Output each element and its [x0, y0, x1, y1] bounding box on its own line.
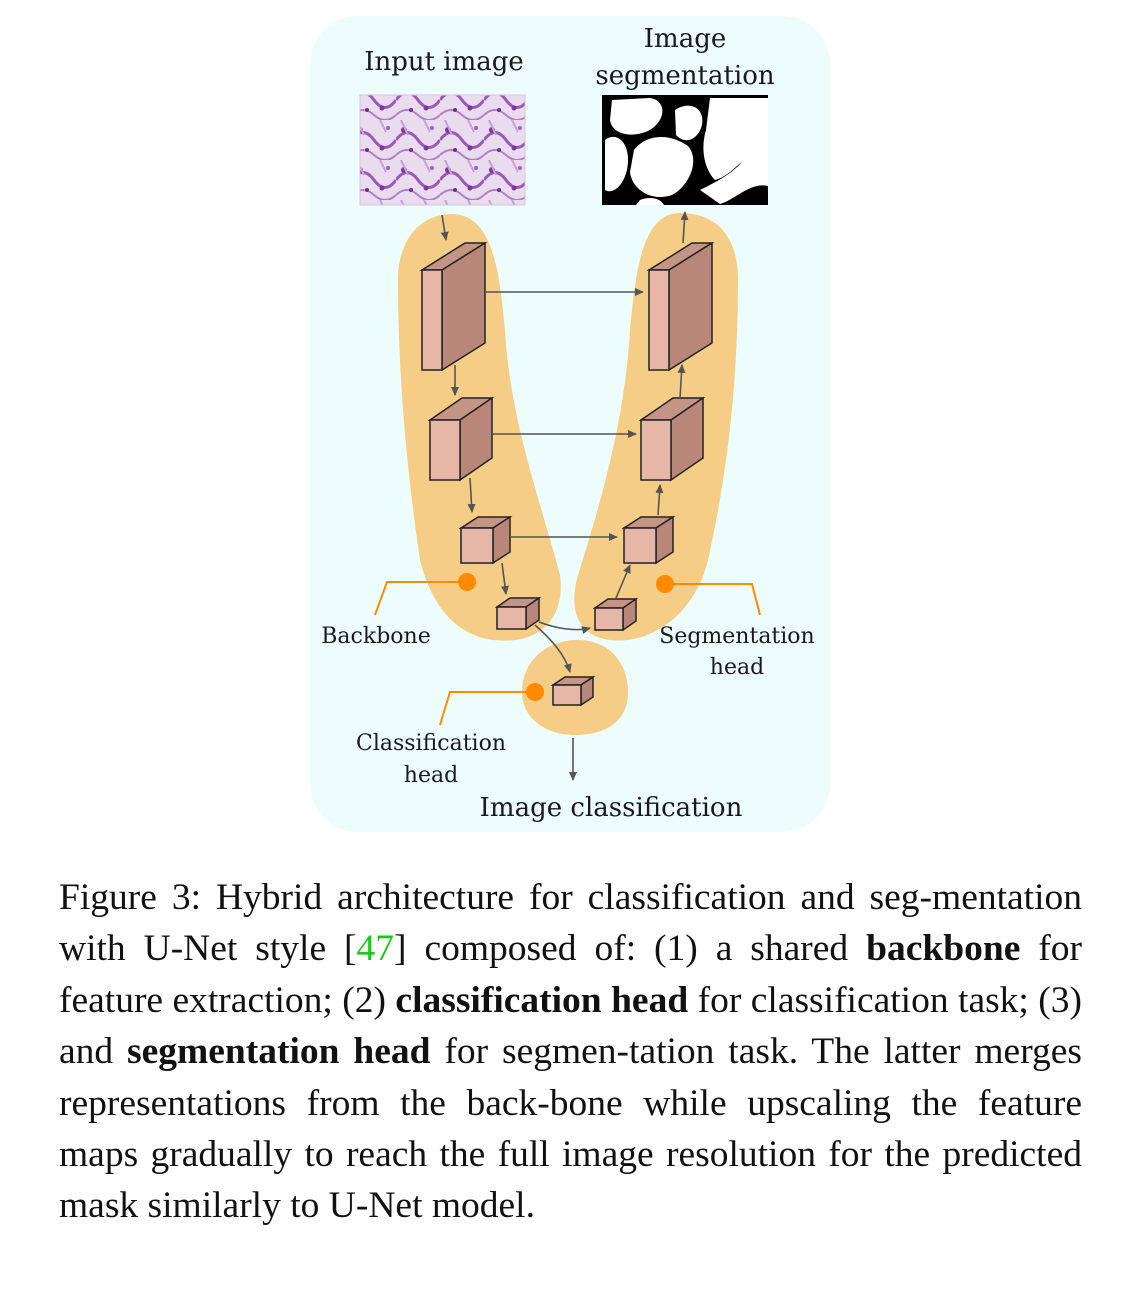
- backbone-block-4: [494, 596, 542, 631]
- citation-link[interactable]: 47: [356, 928, 395, 970]
- caption-text-4: for classification task; (3) and: [59, 979, 1082, 1073]
- segmentation-head-label-line1: Segmentation: [659, 624, 814, 649]
- caption-text-1: Hybrid architecture for classification a…: [59, 877, 1082, 970]
- segmentation-block-4: [592, 597, 639, 632]
- classification-head-label-line2: head: [404, 763, 458, 788]
- architecture-figure: Input image Image segmentation Backbone …: [310, 16, 830, 832]
- caption-bold-classification-head: classification head: [395, 979, 689, 1021]
- flow-arrows: [440, 211, 689, 781]
- segmentation-block-3: [621, 515, 676, 565]
- classification-block: [550, 675, 596, 707]
- caption-prefix: Figure 3:: [59, 877, 202, 918]
- classification-head-label-line1: Classification: [356, 731, 506, 756]
- input-image-label: Input image: [364, 47, 524, 77]
- image-classification-label: Image classification: [480, 793, 743, 823]
- backbone-label: Backbone: [321, 624, 430, 649]
- caption-text-2: ] composed of: (1) a shared: [394, 928, 867, 970]
- segmentation-label-line1: Image: [644, 24, 726, 54]
- segmentation-head-label-line2: head: [710, 655, 764, 680]
- backbone-callout: [374, 573, 476, 616]
- input-image-thumbnail: [359, 94, 526, 206]
- segmentation-block-2: [638, 396, 706, 482]
- segmentation-block-1: [646, 241, 715, 372]
- backbone-block-1: [419, 241, 488, 372]
- caption-bold-segmentation-head: segmentation head: [127, 1031, 431, 1073]
- segmentation-label-line2: segmentation: [595, 61, 775, 91]
- classification-head-callout: [439, 683, 544, 726]
- segmentation-mask-thumbnail: [602, 95, 768, 205]
- figure-caption: Figure 3: Hybrid architecture for classi…: [59, 872, 1082, 1232]
- backbone-block-3: [458, 515, 513, 565]
- caption-bold-backbone: backbone: [866, 928, 1021, 970]
- caption-text-5: for segmen-tation task. The latter merge…: [59, 1031, 1082, 1227]
- segmentation-head-callout: [656, 575, 761, 616]
- caption-text-3: for feature extraction; (2): [59, 928, 1083, 1021]
- backbone-block-2: [427, 396, 495, 482]
